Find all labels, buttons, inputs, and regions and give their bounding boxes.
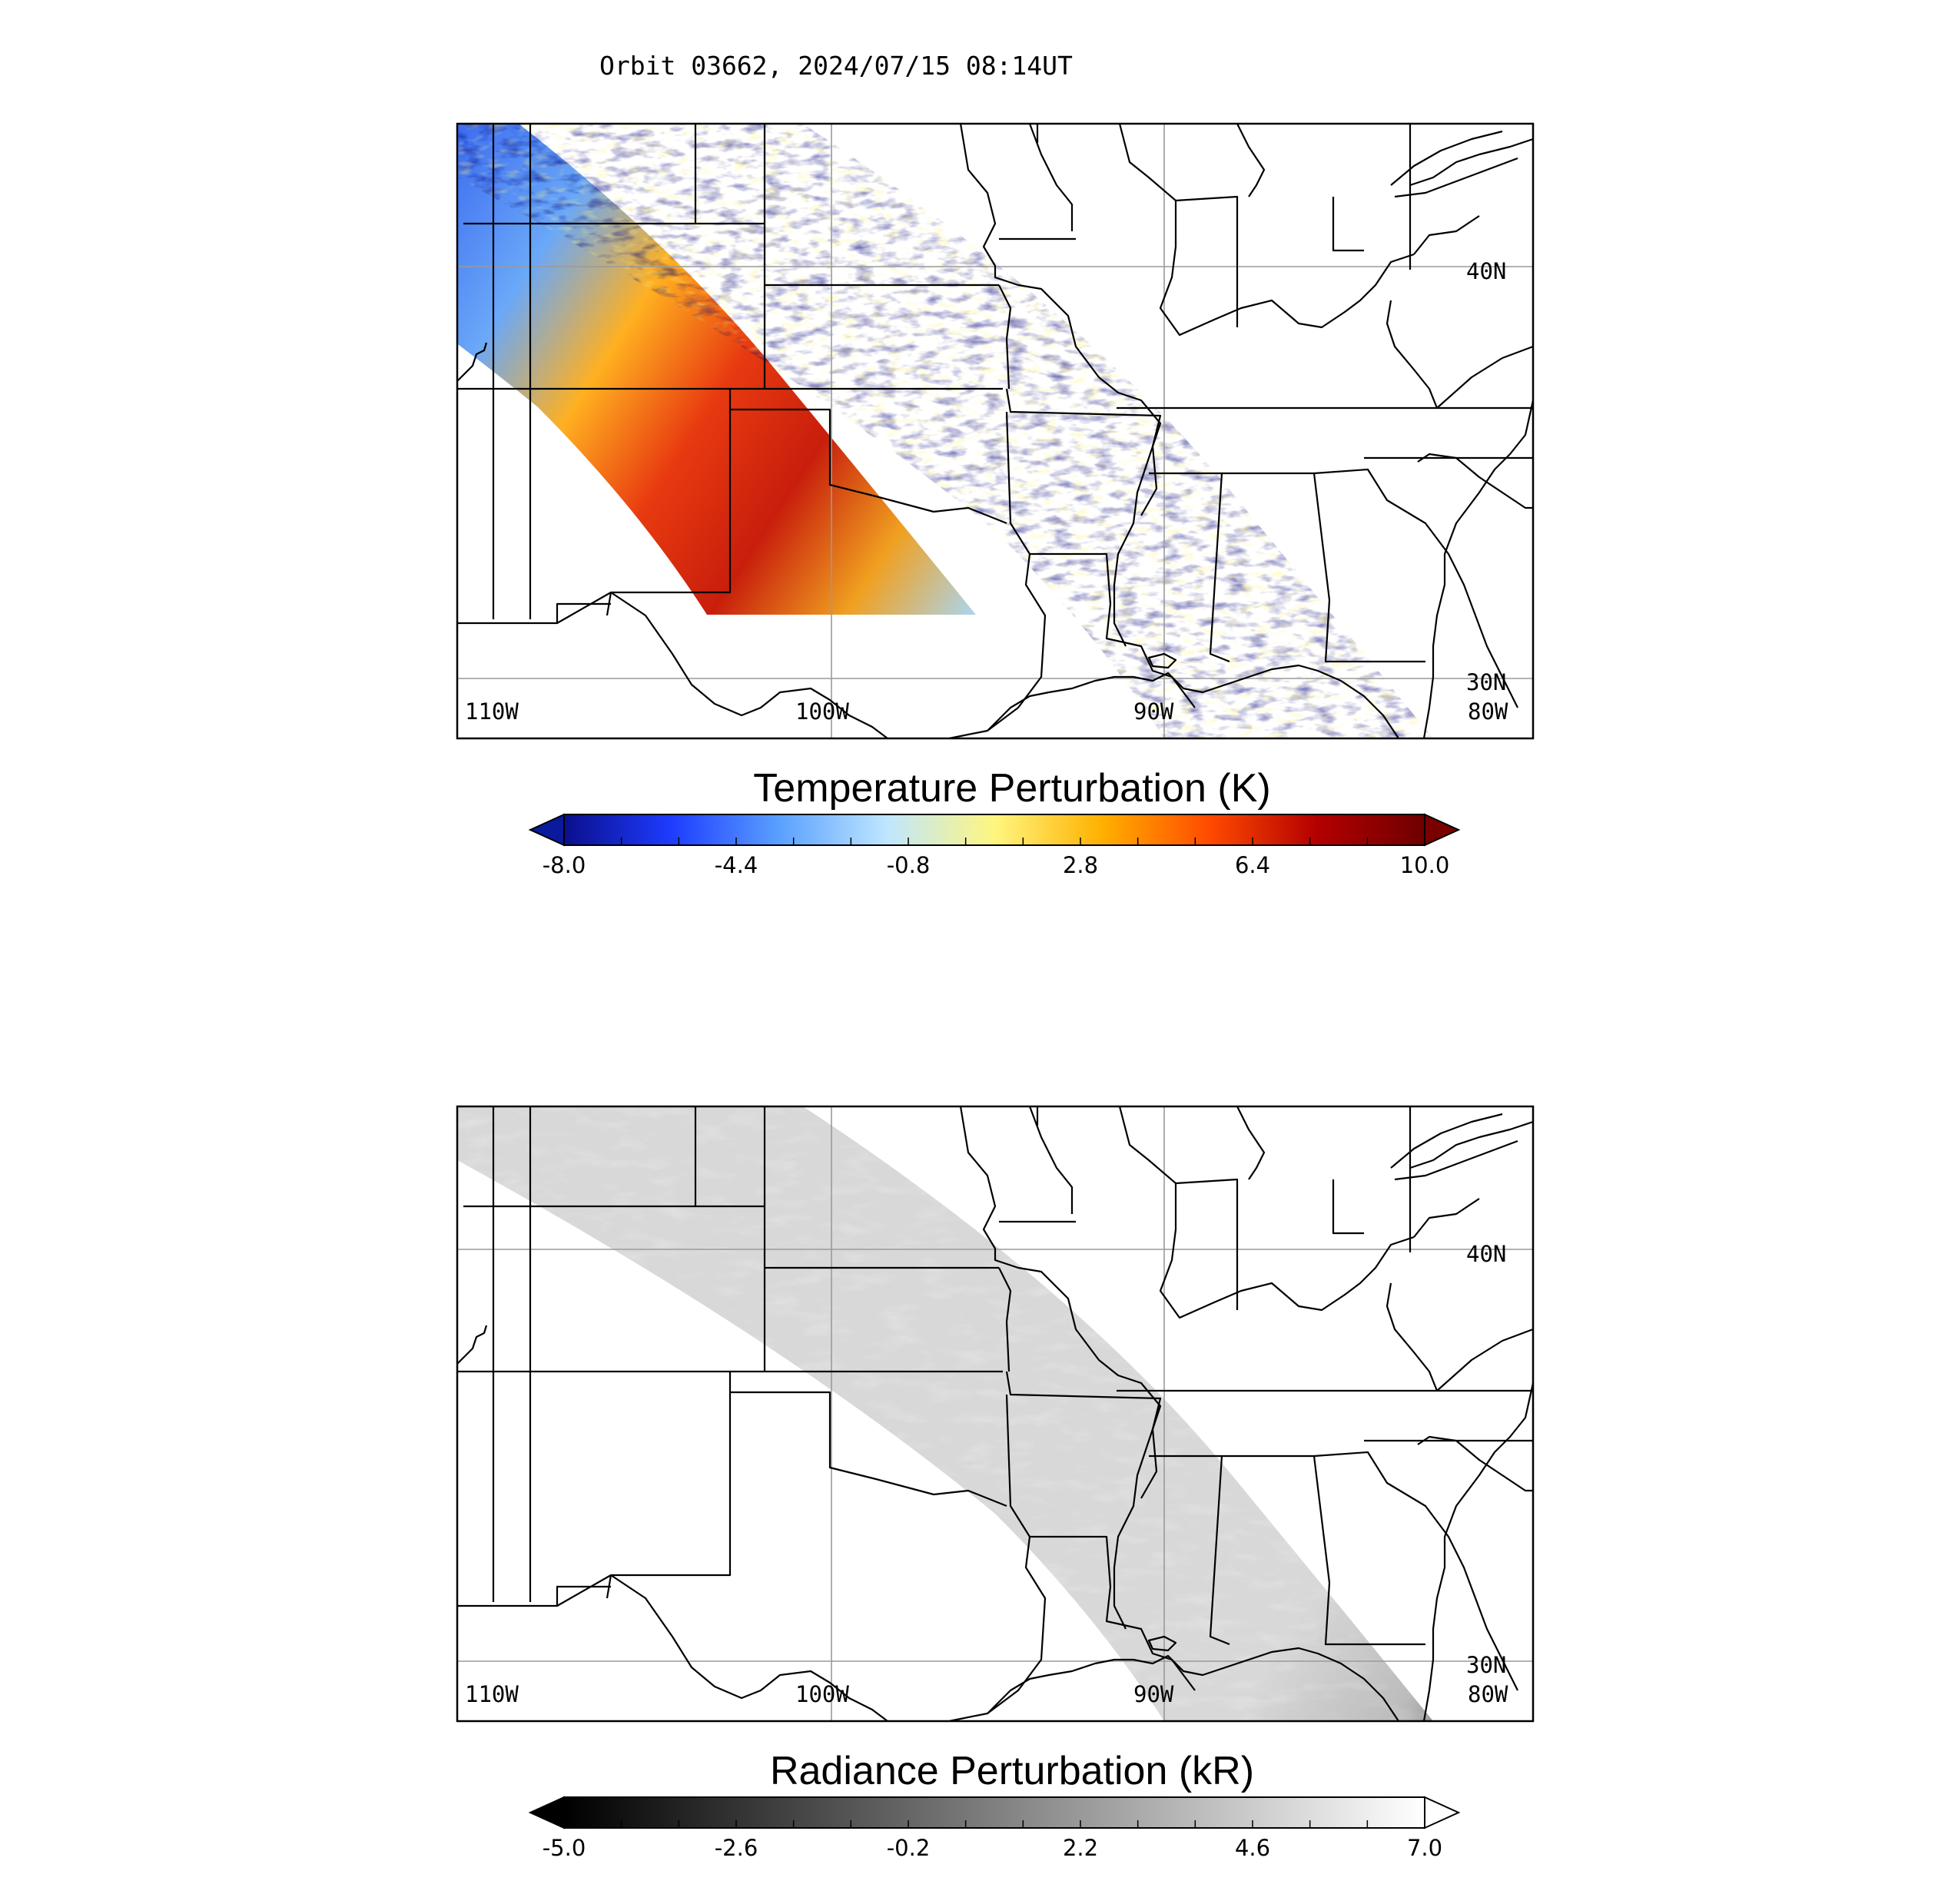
temperature-lat-label-30n: 30N xyxy=(1466,669,1506,695)
radiance-colorbar-bar xyxy=(563,1796,1425,1829)
colorbar-tick-label: -8.0 xyxy=(543,852,586,878)
colorbar-tick-label: -4.4 xyxy=(715,852,758,878)
radiance-colorbar: Radiance Perturbation (kR) -5.0 -2.6 -0.2 2… xyxy=(528,1749,1461,1861)
temperature-swath xyxy=(457,124,1433,738)
temperature-colorbar-under-arrow xyxy=(528,813,565,847)
radiance-map-frame xyxy=(456,1105,1535,1723)
radiance-colorbar-ticks: -5.0 -2.6 -0.2 2.2 4.6 7.0 xyxy=(543,1820,1442,1861)
temperature-lon-label-110w: 110W xyxy=(465,698,519,725)
temperature-lat-label-40n: 40N xyxy=(1466,258,1506,284)
temperature-lon-label-90w: 90W xyxy=(1133,698,1174,725)
colorbar-tick-label: 2.2 xyxy=(1063,1835,1098,1861)
temperature-panel: 40N 30N 110W 100W 90W 80W xyxy=(456,122,1535,740)
temperature-lon-label-100w: 100W xyxy=(795,698,849,725)
radiance-colorbar-over-arrow xyxy=(1424,1796,1461,1829)
radiance-lat-label-30n: 30N xyxy=(1466,1652,1506,1678)
colorbar-tick-label: -0.8 xyxy=(887,852,931,878)
temperature-colorbar-ticks: -8.0 -4.4 -0.8 2.8 6.4 10.0 xyxy=(543,838,1450,878)
radiance-lon-label-90w: 90W xyxy=(1133,1681,1174,1707)
colorbar-tick-label: -5.0 xyxy=(543,1835,586,1861)
colorbar-tick-label: -2.6 xyxy=(715,1835,758,1861)
colorbar-tick-label: 10.0 xyxy=(1400,852,1450,878)
radiance-lat-label-40n: 40N xyxy=(1466,1241,1506,1267)
radiance-swath xyxy=(457,1106,1433,1721)
colorbar-tick-label: -0.2 xyxy=(887,1835,931,1861)
temperature-colorbar-over-arrow xyxy=(1424,813,1461,847)
radiance-panel: 40N 30N 110W 100W 90W 80W xyxy=(456,1105,1535,1723)
radiance-lon-label-100w: 100W xyxy=(795,1681,849,1707)
temperature-colorbar: Temperature Perturbation (K) -8.0 -4.4 -0.… xyxy=(528,766,1461,878)
temperature-colorbar-title: Temperature Perturbation (K) xyxy=(753,766,1270,811)
colorbar-tick-label: 4.6 xyxy=(1235,1835,1270,1861)
colorbar-tick-label: 6.4 xyxy=(1235,852,1270,878)
radiance-lon-label-80w: 80W xyxy=(1468,1681,1508,1707)
radiance-colorbar-title: Radiance Perturbation (kR) xyxy=(770,1749,1254,1793)
temperature-map-frame xyxy=(456,122,1535,740)
temperature-colorbar-bar xyxy=(563,814,1425,846)
temperature-lon-label-80w: 80W xyxy=(1468,698,1508,725)
orbit-title: Orbit 03662, 2024/07/15 08:14UT xyxy=(599,51,1073,81)
colorbar-tick-label: 7.0 xyxy=(1407,1835,1442,1861)
radiance-colorbar-under-arrow xyxy=(528,1796,565,1829)
radiance-lon-label-110w: 110W xyxy=(465,1681,519,1707)
colorbar-tick-label: 2.8 xyxy=(1063,852,1098,878)
